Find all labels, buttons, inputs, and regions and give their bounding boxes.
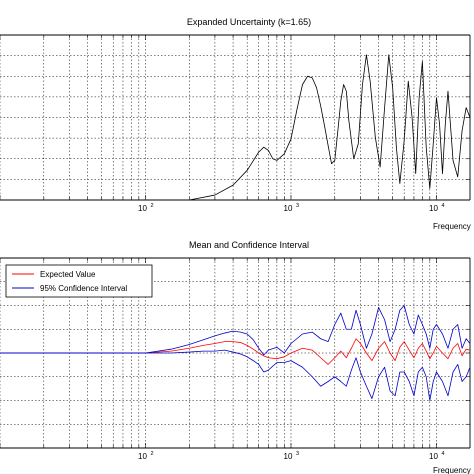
top-chart-title: Expanded Uncertainty (k=1.65) — [187, 17, 311, 27]
bottom-x-axis-label: Frequency — [433, 466, 471, 474]
top-x-axis-label: Frequency — [433, 222, 471, 231]
legend-label-expected-value: Expected Value — [40, 270, 96, 279]
panel1-x-tick-label-exponent: 3 — [296, 451, 299, 457]
panel0-x-tick-label-base: 10 — [138, 204, 147, 213]
panel1-series-upper-line-1 — [0, 305, 471, 356]
legend-box — [5, 264, 153, 298]
panel1-x-tick-label-exponent: 2 — [150, 451, 153, 457]
panel0-x-tick-label-base: 10 — [429, 204, 438, 213]
panel1-x-tick-label-exponent: 4 — [441, 451, 444, 457]
top-plot-area: 10 2 10 3 10 4 — [0, 34, 471, 213]
legend-label-confidence-interval: 95% Confidence Interval — [40, 284, 127, 293]
panel1-x-tick-label-base: 10 — [284, 452, 293, 461]
panel0-x-tick-label-exponent: 2 — [150, 203, 153, 209]
panel0-x-tick-label-base: 10 — [284, 204, 293, 213]
panel0-series-line-0 — [189, 54, 471, 201]
panel0-x-tick-label-exponent: 3 — [296, 203, 299, 209]
panel1-series-line-0 — [0, 338, 471, 365]
panel1-x-tick-label-base: 10 — [429, 452, 438, 461]
bottom-chart-title: Mean and Confidence Interval — [189, 240, 309, 250]
panel0-x-tick-label-exponent: 4 — [441, 203, 444, 209]
panel1-series-lower-line-1 — [0, 349, 471, 401]
panel1-x-tick-label-base: 10 — [138, 452, 147, 461]
legend: Expected Value 95% Confidence Interval — [5, 264, 153, 298]
bottom-plot-area: 10 2 10 3 10 4 — [0, 257, 471, 461]
